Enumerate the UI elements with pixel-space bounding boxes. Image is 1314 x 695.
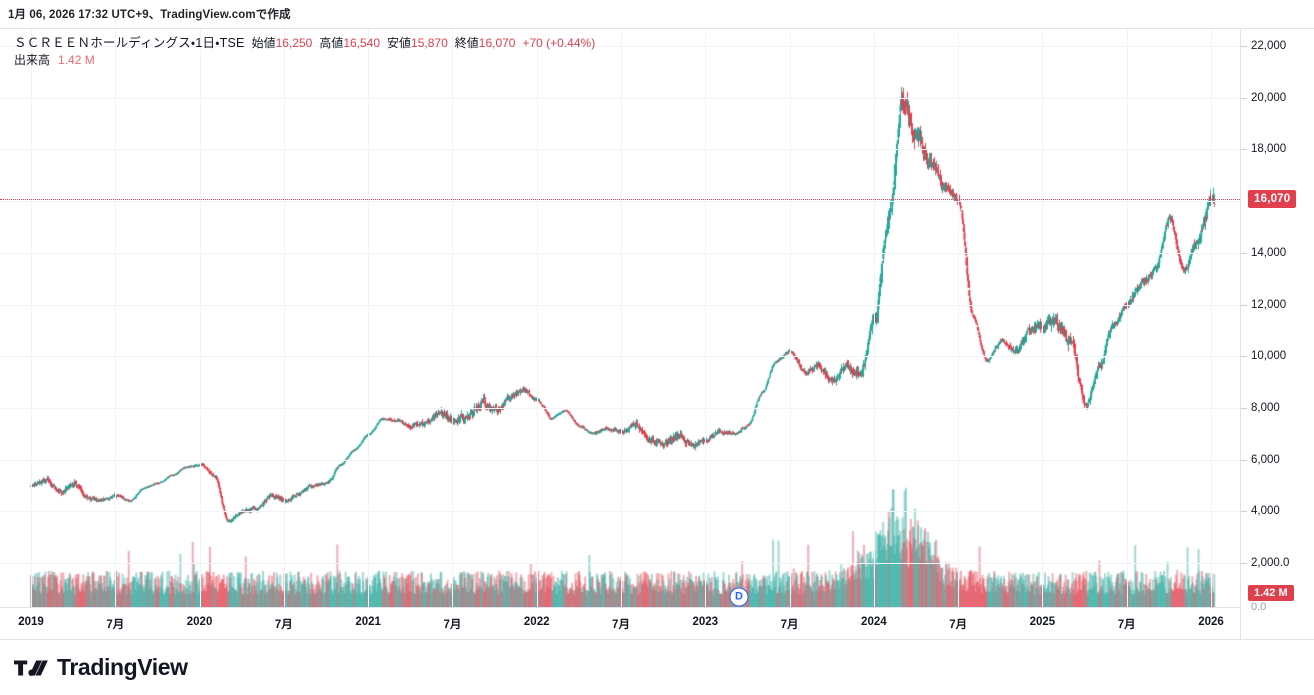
volume-badge[interactable]: 1.42 M (1248, 585, 1294, 601)
time-axis-label[interactable]: 2025 (1029, 616, 1056, 628)
gridline-vertical (536, 29, 538, 607)
time-axis[interactable]: 2019 7月 2020 7月 2021 7月 2022 7月 2023 7月 2024 7月 2025… (0, 607, 1240, 639)
footer-bar: TradingView (0, 640, 1314, 695)
price-axis[interactable]: 22,000 20,000 18,000 14,000 12,000 10,000 8,00… (1240, 29, 1314, 639)
gridline-vertical (621, 29, 622, 607)
time-axis-label[interactable]: 7月 (1117, 619, 1136, 631)
price-axis-tick (1241, 407, 1247, 409)
price-axis-label: 12,000 (1251, 298, 1287, 311)
price-axis-label: 4,000 (1251, 505, 1280, 518)
gridline-vertical (31, 29, 32, 607)
candlestick-series-canvas (0, 29, 1240, 607)
price-axis-tick (1241, 97, 1247, 99)
marker-label: D (735, 590, 743, 603)
chart-timestamp-bar: 1月 06, 2026 17:32 UTC+9、TradingView.comで… (0, 0, 1314, 28)
price-axis-label: 2,000.0 (1251, 557, 1290, 569)
gridline-horizontal (0, 459, 1240, 461)
tradingview-wordmark: TradingView (57, 654, 188, 680)
gridline-horizontal (0, 201, 1240, 203)
time-axis-label[interactable]: 7月 (949, 619, 968, 631)
current-price-line (0, 199, 1240, 201)
time-axis-label[interactable]: 2022 (523, 616, 550, 628)
chart-frame[interactable]: DDDDSEDEEDEEDEEDE⚡E ＳＣＲＥＥＮホールディングス・1日・TS… (0, 28, 1314, 640)
gridline-vertical (873, 29, 875, 607)
gridline-vertical (1211, 29, 1212, 607)
tradingview-mark-icon (14, 659, 48, 676)
chart-plot-area[interactable]: DDDDSEDEEDEEDEEDE⚡E (0, 29, 1240, 607)
price-axis-tick (1241, 252, 1247, 254)
gridline-vertical (368, 29, 370, 607)
gridline-horizontal (0, 304, 1240, 306)
price-axis-label: 22,000 (1251, 40, 1287, 52)
volume-zero-label: 0.0 (1251, 601, 1267, 613)
gridline-horizontal (0, 149, 1240, 151)
dividend-marker-icon[interactable]: D (729, 587, 749, 607)
time-axis-label[interactable]: 7月 (106, 619, 125, 631)
price-axis-tick (1241, 459, 1247, 461)
gridline-horizontal (0, 252, 1240, 254)
price-axis-label: 14,000 (1251, 246, 1287, 259)
gridline-vertical (115, 29, 117, 607)
gridline-vertical (199, 29, 201, 607)
gridline-horizontal (0, 407, 1240, 409)
price-axis-tick (1241, 304, 1247, 306)
price-axis-label: 6,000 (1251, 453, 1280, 466)
gridline-horizontal (0, 511, 1240, 513)
time-axis-label[interactable]: 2020 (186, 616, 213, 628)
time-axis-label[interactable]: 7月 (780, 619, 799, 631)
time-axis-label[interactable]: 2026 (1198, 616, 1224, 628)
time-axis-label[interactable]: 7月 (612, 619, 630, 631)
gridline-horizontal (0, 46, 1240, 47)
price-axis-tick (1241, 563, 1247, 564)
gridline-vertical (1126, 29, 1128, 607)
time-axis-label[interactable]: 7月 (443, 619, 462, 631)
gridline-horizontal (0, 97, 1240, 99)
gridline-vertical (789, 29, 791, 607)
time-axis-label[interactable]: 2024 (861, 616, 887, 628)
gridline-vertical (452, 29, 454, 607)
current-price-badge[interactable]: 16,070 (1248, 190, 1297, 209)
price-axis-tick (1241, 356, 1247, 358)
time-axis-label[interactable]: 2021 (355, 616, 381, 628)
gridline-horizontal (0, 563, 1240, 564)
time-axis-label[interactable]: 7月 (274, 619, 293, 631)
timestamp-text: 1月 06, 2026 17:32 UTC+9、TradingView.comで… (8, 9, 291, 21)
tradingview-logo: TradingView (14, 654, 188, 681)
time-axis-label[interactable]: 2023 (692, 616, 719, 628)
price-axis-tick (1241, 149, 1247, 151)
gridline-vertical (705, 29, 707, 607)
gridline-horizontal (0, 356, 1240, 358)
event-markers-layer[interactable]: DDDDSEDEEDEEDEEDE⚡E (0, 29, 1240, 607)
price-axis-label: 8,000 (1251, 401, 1280, 414)
gridline-vertical (1042, 29, 1044, 607)
price-axis-label: 10,000 (1251, 350, 1287, 363)
price-axis-tick (1241, 511, 1247, 513)
price-axis-label: 18,000 (1251, 143, 1287, 156)
gridline-vertical (958, 29, 960, 607)
time-axis-label[interactable]: 2019 (18, 616, 44, 628)
gridline-vertical (283, 29, 285, 607)
price-axis-tick (1241, 46, 1247, 47)
price-axis-label: 20,000 (1251, 91, 1287, 104)
